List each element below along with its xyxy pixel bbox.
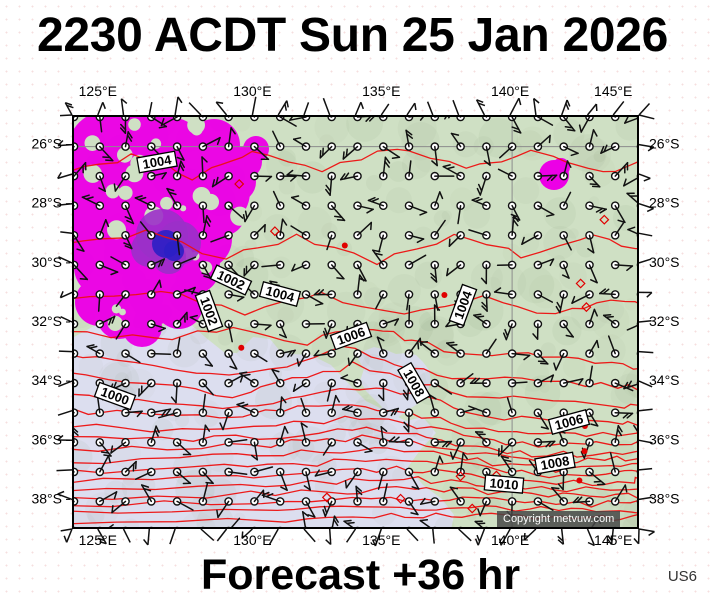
svg-text:135°E: 135°E — [362, 532, 400, 548]
svg-text:36°S: 36°S — [649, 431, 680, 447]
svg-text:140°E: 140°E — [491, 83, 529, 99]
svg-text:32°S: 32°S — [31, 313, 62, 329]
svg-text:130°E: 130°E — [233, 83, 271, 99]
svg-text:26°S: 26°S — [31, 136, 62, 152]
svg-text:130°E: 130°E — [233, 532, 271, 548]
svg-text:26°S: 26°S — [649, 136, 680, 152]
svg-text:145°E: 145°E — [594, 83, 632, 99]
svg-text:28°S: 28°S — [31, 195, 62, 211]
svg-text:135°E: 135°E — [362, 83, 400, 99]
svg-text:28°S: 28°S — [649, 195, 680, 211]
svg-text:34°S: 34°S — [31, 372, 62, 388]
svg-text:34°S: 34°S — [649, 372, 680, 388]
svg-text:1010: 1010 — [489, 475, 519, 492]
svg-text:125°E: 125°E — [79, 532, 117, 548]
svg-text:36°S: 36°S — [31, 431, 62, 447]
svg-text:38°S: 38°S — [31, 490, 62, 506]
svg-text:38°S: 38°S — [649, 490, 680, 506]
svg-text:140°E: 140°E — [491, 532, 529, 548]
svg-text:30°S: 30°S — [649, 254, 680, 270]
svg-text:125°E: 125°E — [79, 83, 117, 99]
svg-text:30°S: 30°S — [31, 254, 62, 270]
svg-text:32°S: 32°S — [649, 313, 680, 329]
svg-text:145°E: 145°E — [594, 532, 632, 548]
